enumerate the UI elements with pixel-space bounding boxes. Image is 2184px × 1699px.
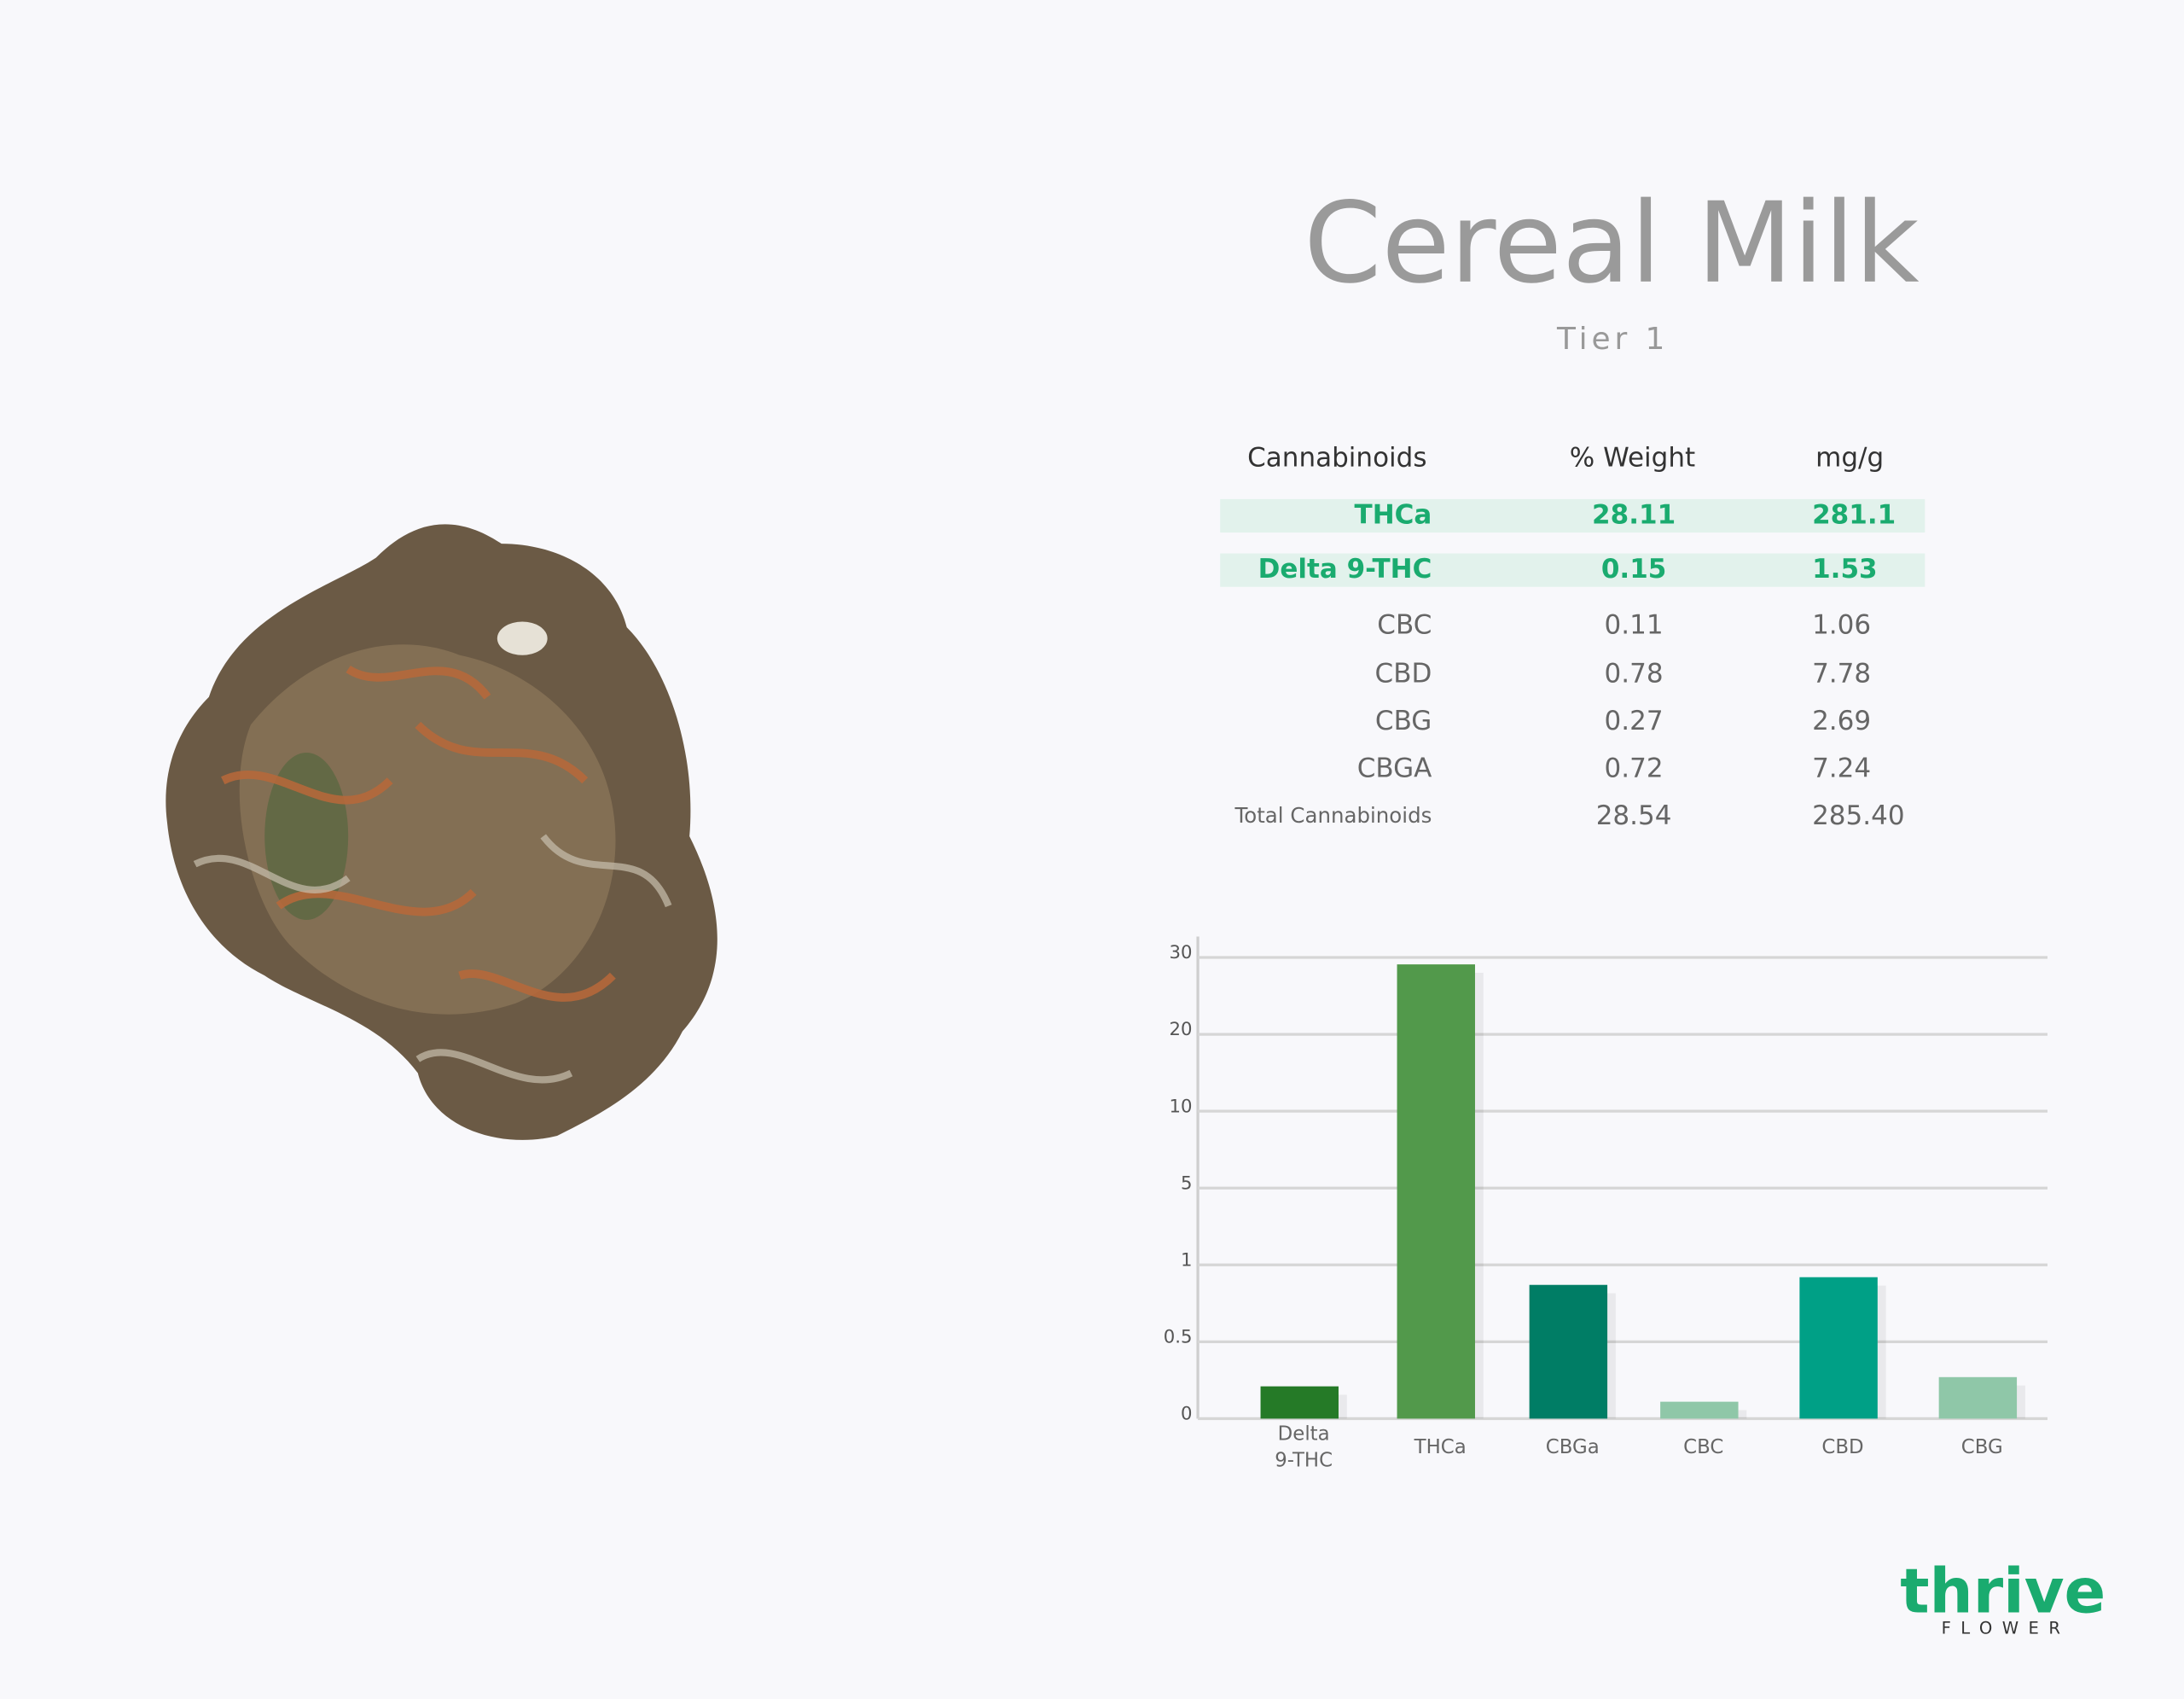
x-tick-label: CBC [1683, 1436, 1723, 1458]
x-tick-label: CBGa [1546, 1436, 1600, 1458]
table-cell: 0.78 [1605, 659, 1664, 689]
table-cell: CBG [1375, 706, 1432, 736]
total-cell: 28.54 [1596, 800, 1672, 831]
table-cell: 1.53 [1812, 554, 1878, 585]
logo-name: thrive [1900, 1555, 2106, 1626]
table-cell: 28.11 [1592, 499, 1676, 530]
row-highlight [1220, 553, 1926, 587]
table-cell: 7.78 [1812, 659, 1871, 689]
column-header: Cannabinoids [1247, 443, 1426, 474]
table-cell: 7.24 [1812, 753, 1871, 784]
bar [1799, 1277, 1878, 1419]
y-tick-label: 5 [1181, 1172, 1193, 1194]
table-cell: CBD [1375, 659, 1432, 689]
bar [1938, 1376, 2018, 1419]
table-cell: 1.06 [1812, 609, 1871, 640]
table-cell: Delta 9-THC [1258, 554, 1432, 585]
bar [1260, 1386, 1339, 1419]
y-tick-label: 0 [1181, 1404, 1193, 1425]
x-tick-label: THCa [1414, 1436, 1467, 1458]
bar [1660, 1401, 1739, 1419]
table-cell: CBGA [1357, 753, 1432, 784]
y-tick-label: 10 [1170, 1096, 1193, 1117]
x-tick-label: CBG [1961, 1436, 2003, 1458]
table-cell: 2.69 [1812, 706, 1871, 736]
total-cell: 285.40 [1812, 800, 1905, 831]
table-cell: 0.27 [1605, 706, 1664, 736]
column-header: mg/g [1815, 443, 1884, 474]
table-cell: CBC [1377, 609, 1432, 640]
bar [1529, 1284, 1608, 1419]
x-tick-label: Delta 9-THC [1275, 1423, 1333, 1471]
table-cell: 0.15 [1601, 554, 1667, 585]
y-tick-label: 30 [1170, 942, 1193, 963]
table-cell: 281.1 [1812, 499, 1896, 530]
y-tick-label: 1 [1181, 1249, 1193, 1271]
total-cell: Total Cannabinoids [1234, 803, 1432, 828]
table-cell: THCa [1355, 499, 1432, 530]
x-tick-label: CBD [1821, 1436, 1863, 1458]
y-tick-label: 0.5 [1164, 1326, 1193, 1347]
bar [1397, 964, 1475, 1419]
table-cell: 0.11 [1605, 609, 1664, 640]
tier-label: Tier 1 [1556, 322, 1669, 357]
logo-tagline: FLOWER [1942, 1618, 2071, 1638]
column-header: % Weight [1570, 443, 1695, 474]
y-tick-label: 20 [1170, 1019, 1193, 1040]
flower-bud-image [166, 524, 717, 1140]
table-cell: 0.72 [1605, 753, 1664, 784]
row-highlight [1220, 498, 1926, 533]
product-title: Cereal Milk [1304, 178, 1920, 308]
